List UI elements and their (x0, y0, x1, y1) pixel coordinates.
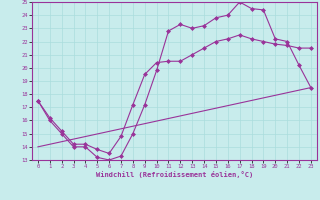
X-axis label: Windchill (Refroidissement éolien,°C): Windchill (Refroidissement éolien,°C) (96, 171, 253, 178)
